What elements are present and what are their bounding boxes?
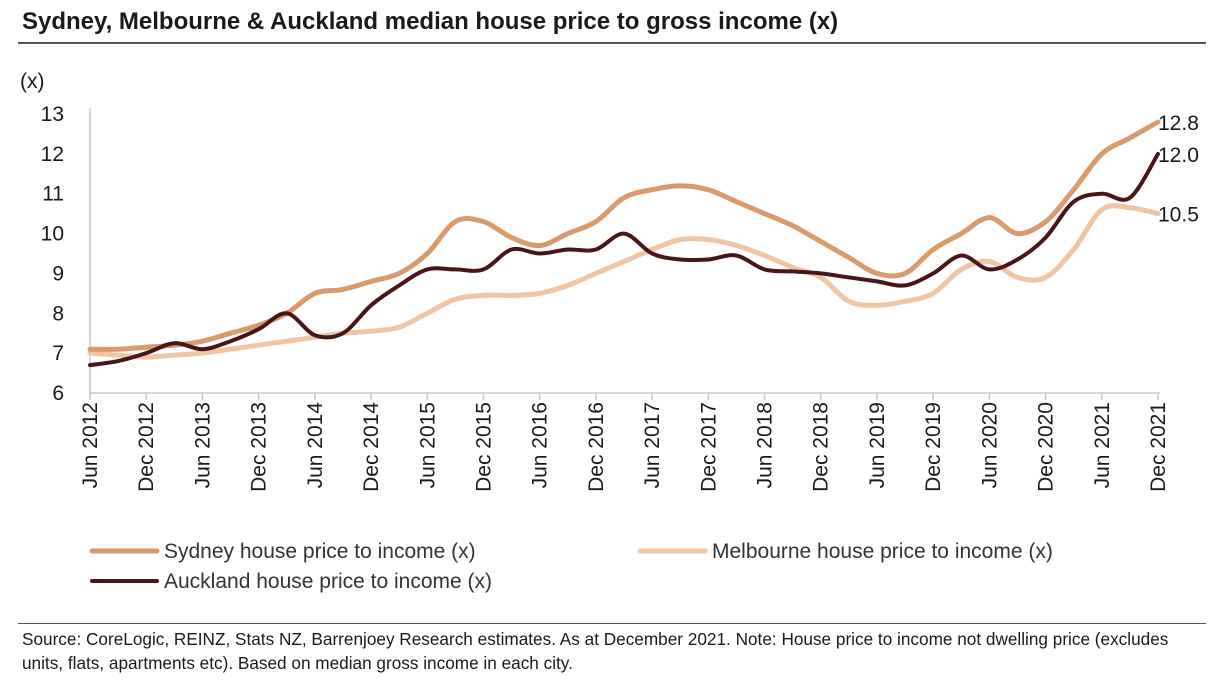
x-tick-label: Jun 2012	[79, 402, 102, 488]
chart-legend: Sydney house price to income (x) Melbourn…	[89, 540, 1053, 593]
legend-label-sydney: Sydney house price to income (x)	[164, 540, 476, 563]
series-line-sydney	[87, 119, 1161, 352]
x-tick-label: Dec 2016	[585, 402, 608, 492]
y-axis: (x) 6 7 8 9 10 11 12 13	[20, 70, 91, 405]
x-tick-label: Dec 2020	[1035, 402, 1058, 492]
x-axis: Jun 2012 Dec 2012 Jun 2013 Dec 2013 Jun 2014…	[79, 392, 1170, 492]
end-label-auckland: 12.0	[1158, 144, 1199, 167]
y-tick-label: 10	[41, 223, 64, 246]
series-line-auckland	[88, 151, 1160, 368]
x-tick-label: Jun 2020	[978, 402, 1001, 488]
x-tick-label: Jun 2015	[416, 402, 439, 488]
x-tick-label: Dec 2014	[360, 402, 383, 492]
series-line-melbourne	[87, 203, 1161, 360]
y-tick-label: 6	[52, 382, 64, 405]
series-lines	[87, 119, 1161, 368]
x-tick-label: Dec 2018	[810, 402, 833, 492]
y-tick-label: 8	[52, 302, 64, 325]
end-label-sydney: 12.8	[1158, 112, 1199, 135]
y-tick-label: 7	[52, 342, 64, 365]
x-tick-label: Jun 2019	[866, 402, 889, 488]
x-tick-label: Dec 2012	[135, 402, 158, 492]
x-tick-label: Jun 2016	[529, 402, 552, 488]
title-divider	[18, 42, 1206, 44]
legend-label-melbourne: Melbourne house price to income (x)	[712, 540, 1053, 563]
x-tick-label: Jun 2021	[1091, 402, 1114, 488]
y-tick-label: 12	[41, 143, 64, 166]
x-tick-label: Dec 2021	[1147, 402, 1170, 492]
source-divider	[18, 623, 1206, 624]
y-tick-label: 9	[52, 262, 64, 285]
x-tick-label: Dec 2017	[697, 402, 720, 492]
y-axis-unit-label: (x)	[20, 70, 45, 93]
x-tick-label: Jun 2018	[754, 402, 777, 488]
end-label-melbourne: 10.5	[1158, 204, 1199, 227]
chart-title: Sydney, Melbourne & Auckland median hous…	[22, 8, 839, 35]
x-tick-label: Dec 2015	[472, 402, 495, 492]
y-tick-label: 11	[42, 183, 64, 206]
x-tick-label: Jun 2017	[641, 402, 664, 488]
x-tick-label: Dec 2019	[922, 402, 945, 492]
x-tick-label: Jun 2013	[191, 402, 214, 488]
x-tick-label: Dec 2013	[248, 402, 271, 492]
y-tick-label: 13	[41, 103, 64, 126]
legend-label-auckland: Auckland house price to income (x)	[164, 570, 492, 593]
end-labels: 12.8 10.5 12.0	[1158, 112, 1199, 227]
source-note: Source: CoreLogic, REINZ, Stats NZ, Barr…	[22, 629, 1169, 673]
x-tick-label: Jun 2014	[304, 402, 327, 489]
